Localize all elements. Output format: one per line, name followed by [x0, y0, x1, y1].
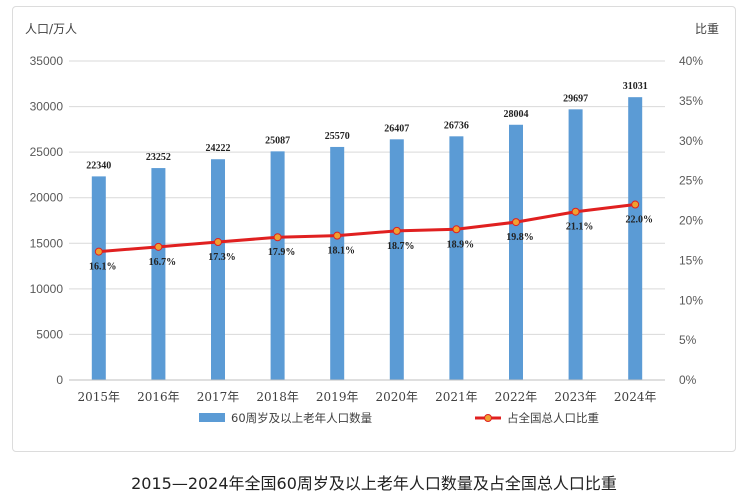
ratio-marker: [392, 226, 401, 235]
chart-caption: 2015—2024年全国60周岁及以上老年人口数量及占全国总人口比重: [131, 474, 617, 493]
legend-line-label: 占全国总人口比重: [507, 411, 599, 425]
x-tick-label: 2016年: [137, 390, 180, 404]
bar: [628, 97, 643, 381]
legend-bar-label: 60周岁及以上老年人口数量: [231, 411, 372, 425]
bar-value-label: 28004: [504, 109, 529, 120]
ratio-marker: [273, 233, 282, 242]
left-tick-label: 0: [56, 373, 63, 387]
left-tick-label: 35000: [30, 54, 64, 68]
ratio-value-label: 17.9%: [268, 247, 296, 258]
bar-value-label: 31031: [623, 81, 648, 92]
x-tick-label: 2020年: [376, 390, 419, 404]
x-tick-label: 2017年: [197, 390, 240, 404]
ratio-marker: [512, 218, 520, 227]
bar: [330, 146, 345, 380]
x-tick-label: 2021年: [435, 390, 478, 404]
x-tick-label: 2015年: [78, 390, 121, 404]
right-tick-label: 20%: [679, 214, 703, 228]
left-tick-label: 15000: [30, 236, 64, 250]
ratio-value-label: 17.3%: [208, 252, 236, 263]
ratio-value-label: 19.8%: [506, 232, 534, 243]
ratio-value-label: 16.1%: [89, 262, 117, 273]
bar-layer: [91, 97, 643, 381]
bar-value-label: 29697: [563, 93, 588, 104]
chart-frame: 22340 23252 24222 25087 25570 26407 26736 28004…: [12, 6, 736, 452]
right-tick-label: 10%: [679, 293, 703, 307]
ratio-marker: [631, 200, 640, 209]
ratio-marker: [214, 238, 222, 247]
bar-value-label: 25570: [325, 131, 350, 142]
right-tick-label: 30%: [679, 134, 703, 148]
x-tick-label: 2024年: [614, 390, 657, 404]
ratio-marker: [452, 225, 461, 234]
left-tick-label: 25000: [30, 145, 64, 159]
legend-bar-swatch: [199, 413, 225, 422]
left-tick-label: 10000: [30, 282, 64, 296]
bar-value-label: 22340: [86, 160, 111, 171]
left-axis-title: 人口/万人: [25, 22, 77, 36]
bar-value-label: 25087: [265, 135, 290, 146]
line-layer: [94, 200, 640, 256]
x-tick-label: 2022年: [495, 390, 538, 404]
right-axis-title: 比重: [695, 22, 719, 36]
ratio-value-label: 21.1%: [566, 222, 594, 233]
label-layer: 22340 23252 24222 25087 25570 26407 26736 28004…: [86, 81, 653, 272]
bar-value-label: 24222: [206, 143, 231, 154]
ratio-value-label: 16.7%: [149, 257, 177, 268]
right-tick-label: 25%: [679, 174, 703, 188]
ratio-marker: [154, 242, 163, 251]
axis-layer: 0 5000 10000 15000 20000 25000 30000 35000 0% 5% 1…: [25, 22, 719, 404]
combo-chart: 22340 23252 24222 25087 25570 26407 26736 28004…: [25, 22, 719, 425]
right-tick-label: 5%: [679, 333, 697, 347]
bar: [568, 109, 583, 380]
left-tick-label: 30000: [30, 100, 64, 114]
legend-line-marker: [484, 414, 492, 422]
bar-value-label: 23252: [146, 152, 171, 163]
bar: [509, 124, 523, 380]
bar: [211, 159, 225, 380]
x-tick-label: 2018年: [256, 390, 299, 404]
ratio-value-label: 22.0%: [625, 215, 653, 226]
left-tick-label: 20000: [30, 191, 64, 205]
legend: 60周岁及以上老年人口数量 占全国总人口比重: [199, 411, 599, 425]
right-tick-label: 35%: [679, 94, 703, 108]
right-tick-label: 40%: [679, 54, 703, 68]
ratio-line: [98, 203, 636, 254]
grid-layer: [69, 60, 665, 335]
right-tick-label: 0%: [679, 373, 697, 387]
x-tick-label: 2023年: [554, 390, 597, 404]
ratio-value-label: 18.7%: [387, 241, 415, 252]
ratio-marker: [94, 247, 103, 256]
bar: [270, 151, 285, 380]
bar: [449, 136, 464, 380]
x-tick-label: 2019年: [316, 390, 359, 404]
bar-value-label: 26736: [444, 120, 469, 131]
right-tick-label: 15%: [679, 253, 703, 267]
bar-value-label: 26407: [384, 123, 409, 134]
ratio-marker: [333, 231, 342, 240]
left-tick-label: 5000: [36, 327, 63, 341]
ratio-value-label: 18.1%: [327, 246, 355, 257]
bar: [151, 168, 166, 380]
ratio-marker: [571, 207, 580, 216]
bar: [389, 139, 404, 380]
bar: [91, 176, 106, 380]
ratio-value-label: 18.9%: [447, 239, 475, 250]
